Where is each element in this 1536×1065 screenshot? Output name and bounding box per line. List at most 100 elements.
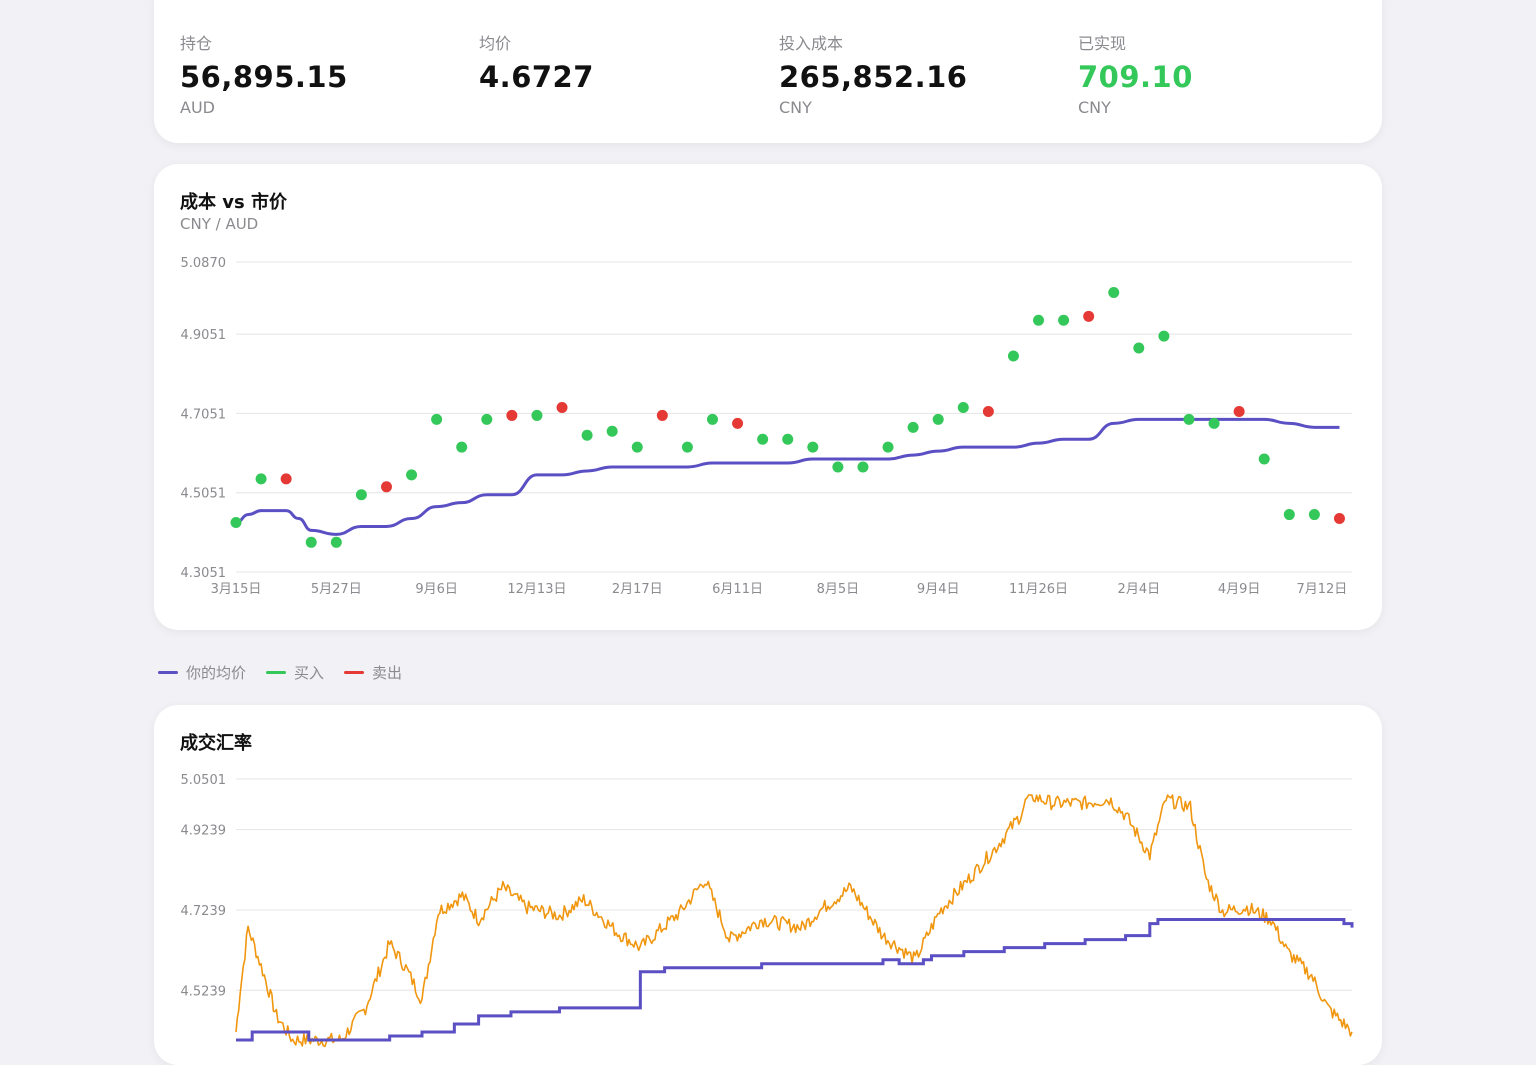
avg-price-line [235,417,1340,536]
stat-avg-price: 均价 4.6727 [479,30,594,98]
stat-label: 投入成本 [779,34,844,53]
legend-item[interactable]: 你的均价 [158,662,246,683]
buy-point [456,441,468,453]
buy-point [857,461,869,473]
y-tick-label: 5.0501 [181,773,227,788]
buy-point [1058,314,1070,326]
sell-point [732,417,744,429]
sell-point [1083,310,1095,322]
stat-holding: 持仓 56,895.15 AUD [180,30,348,117]
x-tick-label: 12月13日 [507,582,566,597]
buy-point [606,425,618,437]
stat-label: 持仓 [180,34,213,53]
buy-point [406,469,418,481]
stat-unit: CNY [779,98,812,117]
buy-point [631,441,643,453]
sell-point [1333,513,1345,525]
sell-point [982,405,994,417]
x-tick-label: 2月4日 [1118,582,1161,597]
sell-point [656,409,668,421]
chart-title: 成本 vs 市价 [180,192,287,213]
buy-point [782,433,794,445]
x-tick-label: 4月9日 [1218,582,1261,597]
buy-point [1007,350,1019,362]
sell-point [380,481,392,493]
summary-card: 持仓 56,895.15 AUD 均价 4.6727 投入成本 265,852.… [154,0,1382,143]
trade-rate-card: 成交汇率 5.0501 4.9239 4.7239 4.5239 [154,705,1382,1065]
sell-point [556,402,568,414]
legend-swatch [158,671,178,674]
buy-point [355,489,367,501]
sell-point [280,473,292,485]
buy-point [681,441,693,453]
legend-item[interactable]: 买入 [266,662,324,683]
x-tick-label: 2月17日 [612,582,663,597]
stat-unit: AUD [180,98,215,117]
stat-unit: CNY [1078,98,1111,117]
stat-value: 265,852.16 [779,60,968,94]
chart-title: 成交汇率 [180,733,252,754]
buy-point [1033,314,1045,326]
stat-cost: 投入成本 265,852.16 CNY [779,30,967,117]
legend-swatch [266,671,287,674]
x-tick-label: 9月4日 [917,582,960,597]
buy-point [330,536,342,548]
buy-point [531,409,543,421]
buy-point [1133,342,1145,354]
sell-point [1233,405,1245,417]
buy-point [1158,330,1170,342]
buy-point [807,441,819,453]
buy-point [706,413,718,425]
buy-point [1108,287,1120,299]
stat-value: 709.10 [1078,60,1193,94]
y-tick-label: 4.9239 [181,824,227,839]
rate-line [235,794,1353,1048]
stat-label: 已实现 [1078,34,1127,53]
y-tick-label: 4.3051 [181,566,227,581]
x-tick-label: 5月27日 [311,582,362,597]
buy-point [305,536,317,548]
chart-legend: 你的均价 买入 卖出 [158,662,402,683]
x-tick-label: 9月6日 [415,582,458,597]
buy-point [1283,509,1295,521]
buy-point [1208,417,1220,429]
buy-point [882,441,894,453]
legend-label: 卖出 [372,664,403,682]
buy-point [230,516,242,528]
buy-point [431,413,443,425]
buy-point [957,402,969,414]
y-tick-label: 4.7051 [181,407,227,422]
y-tick-label: 5.0870 [181,256,227,271]
y-tick-label: 4.9051 [181,328,227,343]
buy-point [1258,453,1270,465]
y-tick-label: 4.7239 [181,904,227,919]
legend-swatch [344,671,365,674]
stat-realized: 已实现 709.10 CNY [1078,30,1193,117]
stat-label: 均价 [479,34,512,53]
x-tick-label: 7月12日 [1296,582,1347,597]
buy-point [1308,509,1320,521]
x-tick-label: 6月11日 [712,582,763,597]
sell-point [506,409,518,421]
trade-rate-chart[interactable]: 5.0501 4.9239 4.7239 4.5239 [154,705,1382,1065]
buy-point [581,429,593,441]
x-tick-label: 8月5日 [817,582,860,597]
x-tick-label: 3月15日 [211,582,262,597]
stat-value: 56,895.15 [180,60,348,94]
buy-point [757,433,769,445]
cost-vs-market-card: 成本 vs 市价 CNY / AUD 5.0870 4.9051 4.7051 4.5… [154,164,1382,630]
buy-point [1183,413,1195,425]
x-tick-label: 11月26日 [1009,582,1068,597]
legend-label: 你的均价 [186,664,247,682]
buy-point [907,421,919,433]
chart-subtitle: CNY / AUD [180,215,259,233]
y-tick-label: 4.5051 [181,487,227,502]
legend-item[interactable]: 卖出 [344,662,402,683]
buy-point [932,413,944,425]
stat-value: 4.6727 [479,60,594,94]
y-tick-label: 4.5239 [181,984,227,999]
legend-label: 买入 [294,664,325,682]
buy-point [255,473,267,485]
buy-point [832,461,844,473]
